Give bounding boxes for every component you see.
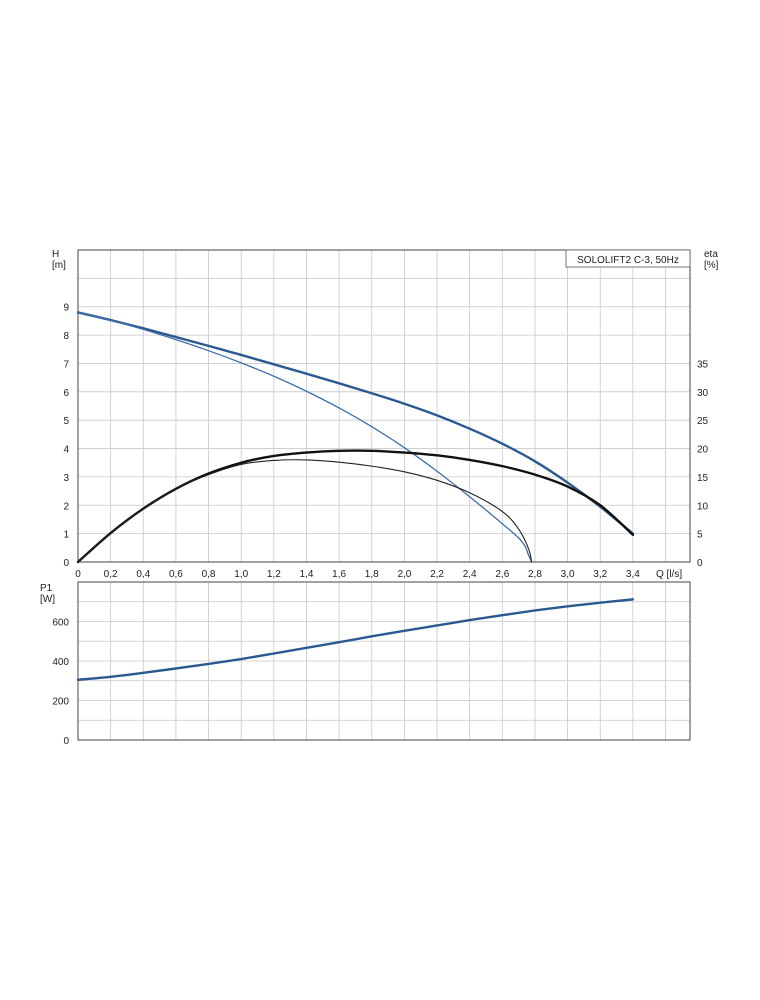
x-tick-label: 2,0 bbox=[397, 569, 411, 580]
x-tick-label: 3,0 bbox=[561, 569, 575, 580]
y-tick-label: 3 bbox=[63, 473, 69, 484]
y-tick-label: 0 bbox=[63, 558, 69, 569]
head-efficiency-panel: 0 0,2 0,4 0,6 0,8 1,0 1,2 1,4 1,6 1,8 2,0 2,2 2,4 2,6… bbox=[52, 249, 719, 580]
x-tick-label: 1,2 bbox=[267, 569, 281, 580]
power-y-tick-label: 200 bbox=[52, 697, 69, 708]
power-y-tick-label: 0 bbox=[63, 736, 69, 747]
x-tick-label: 3,2 bbox=[593, 569, 607, 580]
power-curve-0 bbox=[76, 598, 635, 681]
head-curve-0 bbox=[76, 311, 635, 535]
flow-axis-label: Q [l/s] bbox=[656, 569, 682, 580]
y-tick-label: 5 bbox=[63, 416, 69, 427]
y-tick-label: 7 bbox=[63, 359, 69, 370]
bottom-series-group bbox=[76, 598, 635, 681]
x-tick-label: 2,8 bbox=[528, 569, 542, 580]
top-y-right-ticks: 0 5 10 15 20 25 30 35 bbox=[697, 359, 709, 569]
top-x-ticks: 0 0,2 0,4 0,6 0,8 1,0 1,2 1,4 1,6 1,8 2,0 2,2 2,4 2,6… bbox=[75, 569, 640, 580]
efficiency-curve-2 bbox=[76, 449, 635, 564]
y-right-tick-label: 5 bbox=[697, 530, 703, 541]
y-right-tick-label: 10 bbox=[697, 501, 709, 512]
x-tick-label: 0,2 bbox=[104, 569, 118, 580]
head-curve-1 bbox=[77, 311, 533, 563]
chart-title-box bbox=[565, 249, 691, 268]
top-plot-frame bbox=[77, 249, 691, 563]
y-tick-label: 1 bbox=[63, 530, 69, 541]
head-axis-label: H [m] bbox=[52, 249, 66, 271]
y-tick-label: 2 bbox=[63, 501, 69, 512]
x-tick-label: 1,8 bbox=[365, 569, 379, 580]
top-grid bbox=[78, 250, 690, 562]
power-axis-label: P1 [W] bbox=[40, 583, 55, 605]
y-right-tick-label: 35 bbox=[697, 359, 709, 370]
x-tick-label: 2,6 bbox=[495, 569, 509, 580]
y-right-tick-label: 0 bbox=[697, 558, 703, 569]
bottom-plot-frame bbox=[77, 581, 691, 741]
y-tick-label: 6 bbox=[63, 388, 69, 399]
x-tick-label: 2,2 bbox=[430, 569, 444, 580]
x-tick-label: 1,0 bbox=[234, 569, 248, 580]
top-y-ticks: 0 1 2 3 4 5 6 7 8 9 bbox=[63, 303, 69, 569]
x-tick-label: 0,6 bbox=[169, 569, 183, 580]
efficiency-axis-label: eta [%] bbox=[704, 249, 719, 271]
x-tick-label: 1,6 bbox=[332, 569, 346, 580]
y-right-tick-label: 30 bbox=[697, 388, 709, 399]
bottom-grid bbox=[78, 582, 690, 740]
x-tick-label: 0,8 bbox=[202, 569, 216, 580]
y-tick-label: 9 bbox=[63, 303, 69, 314]
x-tick-label: 3,4 bbox=[626, 569, 640, 580]
x-tick-label: 0,4 bbox=[136, 569, 150, 580]
power-y-tick-label: 400 bbox=[52, 657, 69, 668]
power-y-tick-label: 600 bbox=[52, 618, 69, 629]
chart-title: SOLOLIFT2 C-3, 50Hz bbox=[577, 255, 679, 266]
y-tick-label: 4 bbox=[63, 445, 69, 456]
efficiency-curve-3 bbox=[77, 459, 533, 563]
power-panel: 0 200 400 600 P1 [W] bbox=[40, 581, 691, 748]
y-right-tick-label: 25 bbox=[697, 416, 709, 427]
top-series-group bbox=[76, 311, 635, 564]
bottom-y-ticks: 0 200 400 600 bbox=[52, 618, 69, 748]
x-tick-label: 0 bbox=[75, 569, 81, 580]
x-tick-label: 2,4 bbox=[463, 569, 477, 580]
x-tick-label: 1,4 bbox=[300, 569, 314, 580]
y-right-tick-label: 20 bbox=[697, 445, 709, 456]
y-tick-label: 8 bbox=[63, 331, 69, 342]
y-right-tick-label: 15 bbox=[697, 473, 709, 484]
